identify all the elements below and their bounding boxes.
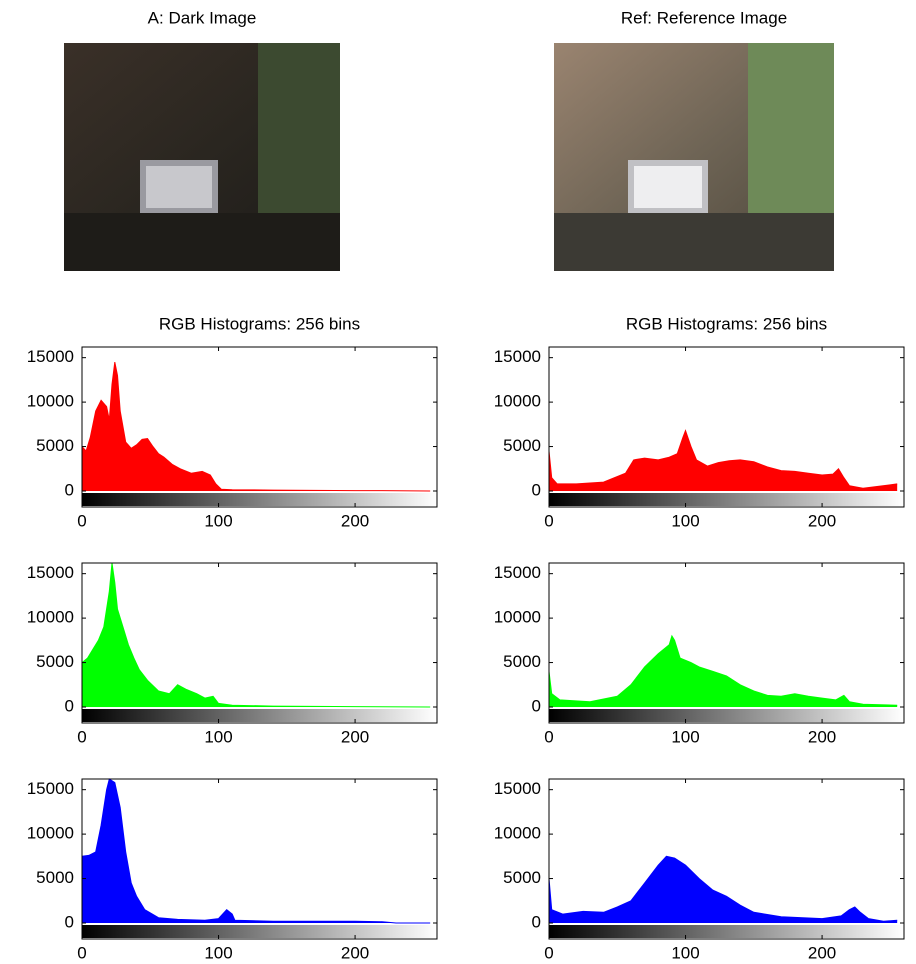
dark-image: [64, 43, 340, 271]
y-tick-label: 0: [532, 480, 541, 499]
axes-box: [81, 562, 438, 724]
y-tick-label: 5000: [36, 652, 74, 671]
y-tick-label: 10000: [27, 608, 74, 627]
gray-scale-bar: [82, 709, 437, 722]
area-outline: [81, 362, 431, 492]
gray-scale-bar: [82, 925, 437, 938]
reference-image: [554, 43, 834, 271]
y-tick-label: 10000: [27, 824, 74, 843]
area-fill: [82, 362, 431, 491]
y-tick-label: 10000: [27, 392, 74, 411]
x-tick-label: 100: [671, 943, 699, 962]
gray-scale-bar: [549, 709, 904, 722]
y-tick-label: 0: [532, 696, 541, 715]
x-tick-label: 100: [204, 727, 232, 746]
y-tick-label: 10000: [494, 392, 541, 411]
y-tick-label: 0: [65, 480, 74, 499]
x-tick-label: 200: [341, 727, 369, 746]
gray-scale-bar: [549, 925, 904, 938]
area-fill: [549, 856, 898, 923]
y-tick-label: 15000: [494, 347, 541, 366]
y-tick-label: 15000: [494, 563, 541, 582]
chart-title: RGB Histograms: 256 bins: [626, 314, 827, 333]
x-tick-label: 100: [671, 511, 699, 530]
area-outline: [548, 634, 898, 706]
area-outline: [81, 562, 431, 708]
axes-box: [81, 778, 438, 940]
chart-title: RGB Histograms: 256 bins: [159, 314, 360, 333]
axes-box: [548, 778, 905, 940]
x-tick-label: 0: [77, 511, 86, 530]
axes-box: [548, 346, 905, 508]
area-fill: [549, 635, 898, 707]
x-tick-label: 0: [544, 943, 553, 962]
area-fill: [82, 563, 431, 707]
y-tick-label: 10000: [494, 608, 541, 627]
x-tick-label: 100: [204, 511, 232, 530]
x-tick-label: 0: [544, 727, 553, 746]
y-tick-label: 15000: [27, 563, 74, 582]
y-tick-label: 5000: [503, 652, 541, 671]
x-tick-label: 100: [204, 943, 232, 962]
y-tick-label: 15000: [27, 779, 74, 798]
y-tick-label: 10000: [494, 824, 541, 843]
y-tick-label: 0: [532, 912, 541, 931]
x-tick-label: 200: [808, 727, 836, 746]
x-tick-label: 200: [341, 943, 369, 962]
gray-scale-bar: [549, 493, 904, 506]
area-outline: [81, 778, 431, 924]
x-tick-label: 200: [808, 511, 836, 530]
area-outline: [548, 855, 898, 922]
area-outline: [548, 429, 898, 489]
axes-box: [548, 562, 905, 724]
y-tick-label: 15000: [27, 347, 74, 366]
area-fill: [549, 430, 898, 491]
y-tick-label: 0: [65, 696, 74, 715]
image-title: Ref: Reference Image: [621, 8, 787, 27]
y-tick-label: 5000: [503, 868, 541, 887]
y-tick-label: 5000: [503, 436, 541, 455]
x-tick-label: 0: [77, 727, 86, 746]
x-tick-label: 0: [77, 943, 86, 962]
x-tick-label: 200: [341, 511, 369, 530]
y-tick-label: 0: [65, 912, 74, 931]
y-tick-label: 5000: [36, 868, 74, 887]
y-tick-label: 15000: [494, 779, 541, 798]
gray-scale-bar: [82, 493, 437, 506]
axes-box: [81, 346, 438, 508]
x-tick-label: 200: [808, 943, 836, 962]
image-title: A: Dark Image: [148, 8, 257, 27]
x-tick-label: 0: [544, 511, 553, 530]
y-tick-label: 5000: [36, 436, 74, 455]
x-tick-label: 100: [671, 727, 699, 746]
